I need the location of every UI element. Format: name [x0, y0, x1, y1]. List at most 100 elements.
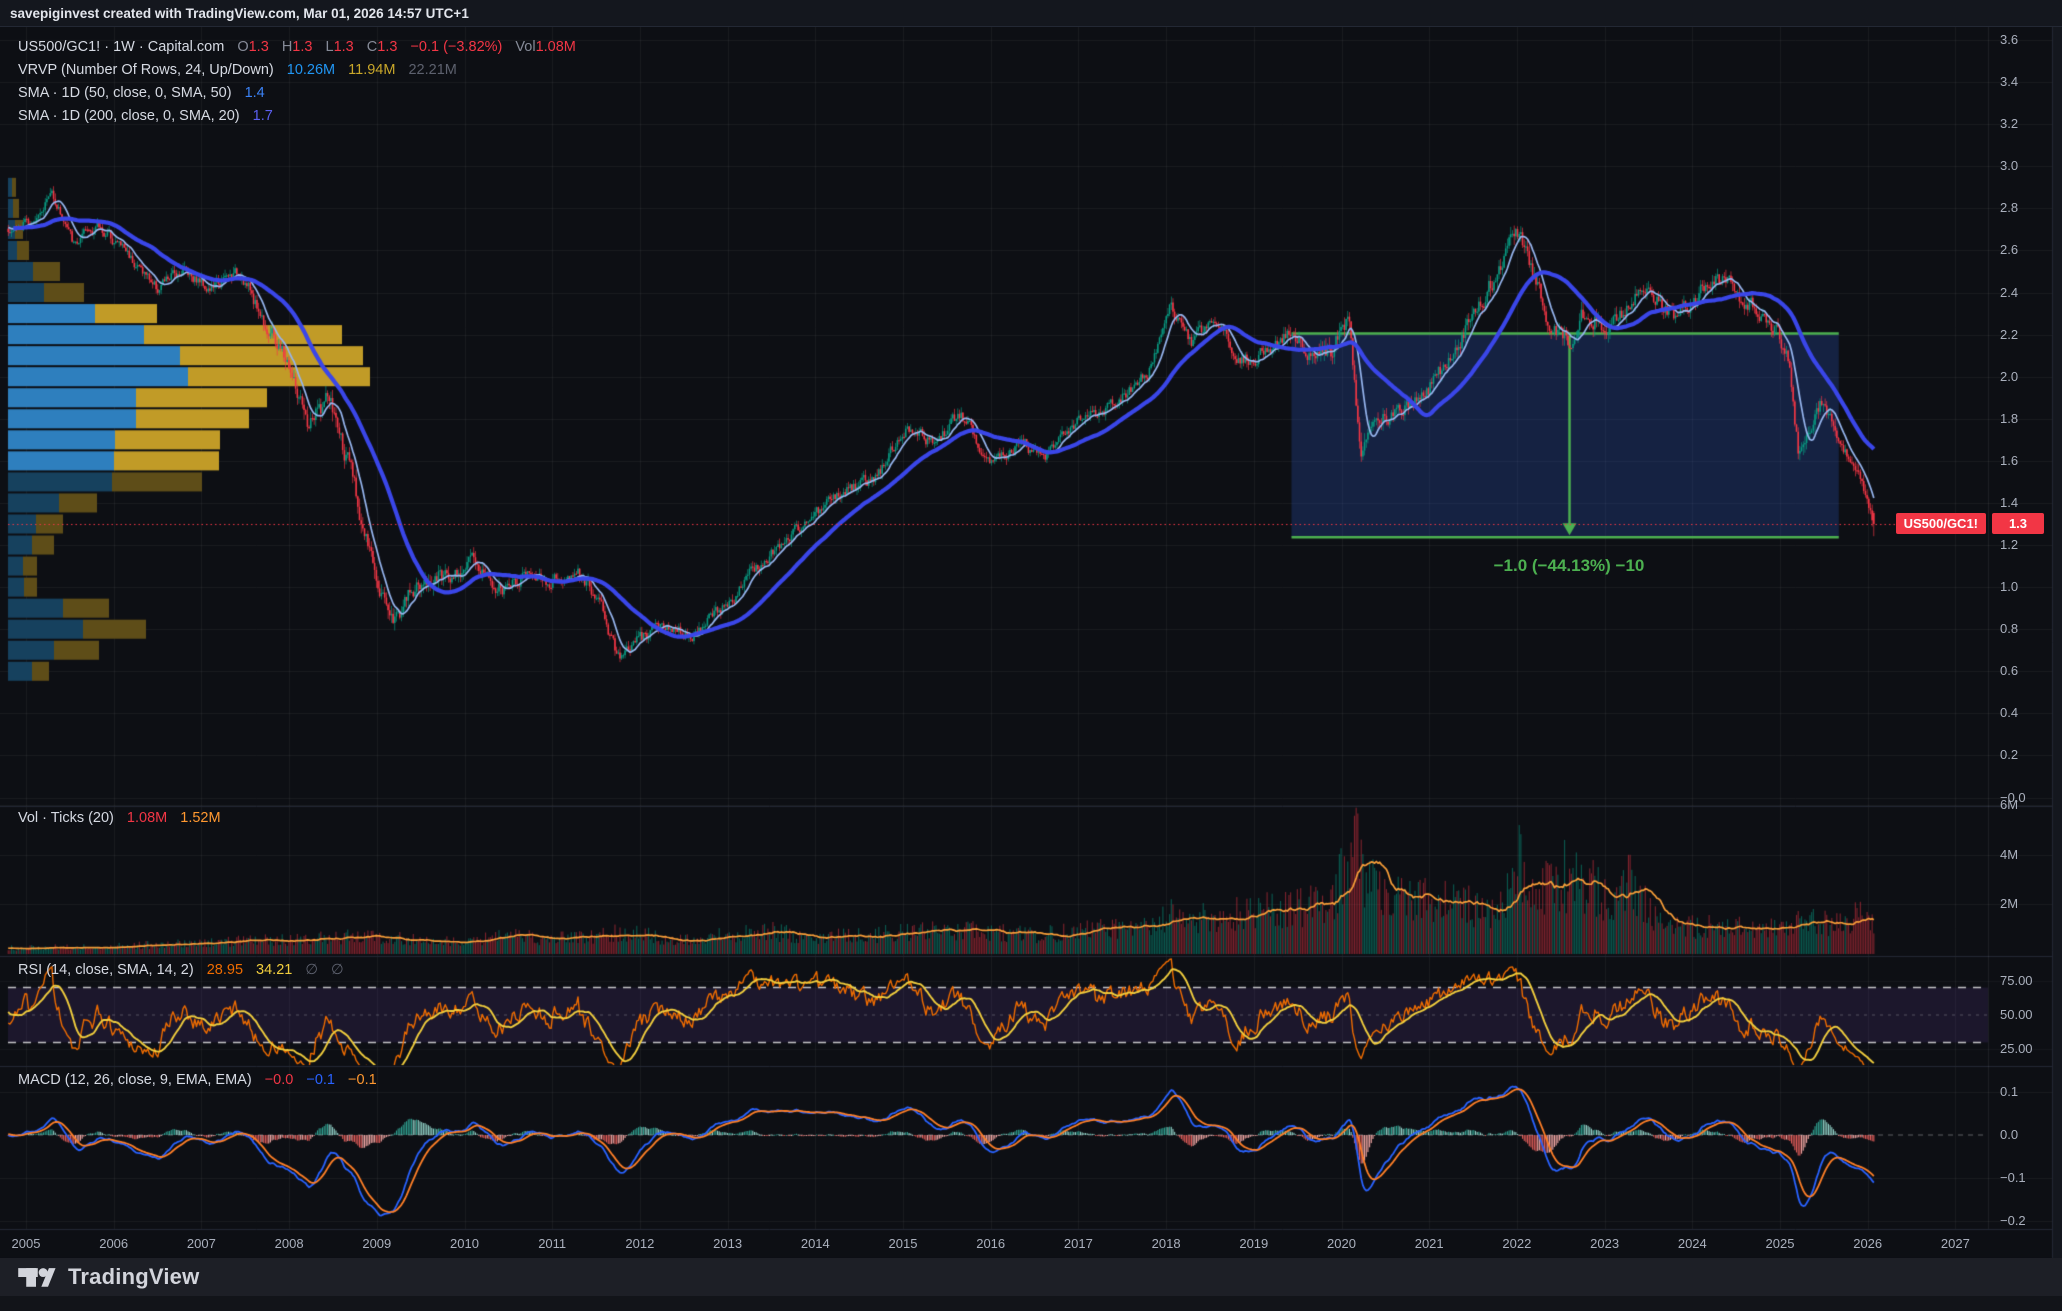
vrvp-legend-row[interactable]: VRVP (Number Of Rows, 24, Up/Down) 10.26…	[18, 59, 576, 82]
year-tick-label: 2017	[1063, 1236, 1093, 1251]
year-tick-label: 2023	[1590, 1236, 1620, 1251]
rsi-tick-label: 75.00	[2000, 972, 2033, 988]
price-tick-label: 2.8	[2000, 200, 2019, 216]
vrvp-label: VRVP (Number Of Rows, 24, Up/Down)	[18, 62, 274, 78]
year-tick-label: 2027	[1940, 1236, 1970, 1251]
macd-line-value: −0.1	[306, 1072, 335, 1088]
macd-tick-label: 0.1	[2000, 1084, 2019, 1099]
year-tick-label: 2012	[625, 1236, 655, 1251]
measurement-label[interactable]: −1.0 (−44.13%) −10	[1493, 556, 1645, 575]
high-label: H	[281, 39, 293, 55]
year-tick-label: 2014	[800, 1236, 830, 1251]
year-tick-label: 2022	[1502, 1236, 1532, 1251]
volume-legend-label: Vol · Ticks (20)	[18, 810, 114, 826]
year-tick-label: 2026	[1853, 1236, 1883, 1251]
year-tick-label: 2016	[976, 1236, 1006, 1251]
year-tick-label: 2009	[362, 1236, 392, 1251]
vol-label: Vol	[515, 39, 536, 55]
year-tick-label: 2025	[1765, 1236, 1795, 1251]
volume-legend-value: 1.08M	[126, 810, 168, 826]
footer-bottom-strip	[0, 1296, 2062, 1311]
low-value: 1.3	[333, 39, 354, 55]
macd-tick-label: 0.0	[2000, 1127, 2019, 1142]
year-tick-label: 2019	[1239, 1236, 1269, 1251]
year-tick-label: 2008	[274, 1236, 304, 1251]
macd-pane-legend[interactable]: MACD (12, 26, close, 9, EMA, EMA) −0.0 −…	[18, 1072, 377, 1088]
volume-tick-label: 4M	[2000, 846, 2019, 862]
price-tick-label: 0.2	[2000, 747, 2019, 763]
symbol-legend-row[interactable]: US500/GC1! · 1W · Capital.com O1.3 H1.3 …	[18, 36, 576, 59]
close-value: 1.3	[377, 39, 398, 55]
price-tick-label: 2.2	[2000, 326, 2019, 342]
sma200-value: 1.7	[252, 108, 273, 124]
price-tick-label: 1.8	[2000, 410, 2019, 426]
open-value: 1.3	[248, 39, 269, 55]
macd-legend-label: MACD (12, 26, close, 9, EMA, EMA)	[18, 1072, 252, 1088]
vrvp-up-value: 10.26M	[286, 62, 336, 78]
price-line-symbol-tag: US500/GC1!	[1895, 513, 1986, 534]
rsi-value: 28.95	[206, 962, 244, 978]
year-tick-label: 2006	[99, 1236, 129, 1251]
vrvp-total-value: 22.21M	[408, 62, 457, 78]
price-tick-label: 2.6	[2000, 242, 2019, 258]
rsi-legend-label: RSI (14, close, SMA, 14, 2)	[18, 962, 194, 978]
sma200-legend-row[interactable]: SMA · 1D (200, close, 0, SMA, 20) 1.7	[18, 105, 576, 128]
change-value: −0.1 (−3.82%)	[410, 39, 503, 55]
price-tick-label: 1.2	[2000, 537, 2019, 553]
volume-tick-label: 2M	[2000, 896, 2019, 912]
sma50-legend-row[interactable]: SMA · 1D (50, close, 0, SMA, 50) 1.4	[18, 82, 576, 105]
price-tick-label: 0.4	[2000, 705, 2019, 721]
rsi-pane-legend[interactable]: RSI (14, close, SMA, 14, 2) 28.95 34.21 …	[18, 962, 344, 978]
rsi-tick-label: 50.00	[2000, 1007, 2033, 1022]
main-pane-legend: US500/GC1! · 1W · Capital.com O1.3 H1.3 …	[18, 36, 576, 128]
price-tick-label: 3.2	[2000, 116, 2019, 132]
price-tick-label: 1.6	[2000, 452, 2019, 468]
low-label: L	[325, 39, 334, 55]
year-tick-label: 2024	[1677, 1236, 1707, 1251]
price-line-value-tag: 1.3	[1992, 513, 2044, 534]
macd-hist-value: −0.0	[264, 1072, 294, 1088]
year-tick-label: 2007	[186, 1236, 216, 1251]
year-tick-label: 2011	[538, 1236, 567, 1251]
year-tick-label: 2021	[1414, 1236, 1444, 1251]
vrvp-down-value: 11.94M	[348, 62, 396, 78]
tradingview-brand-text[interactable]: TradingView	[68, 1264, 200, 1289]
year-tick-label: 2005	[11, 1236, 41, 1251]
vol-value: 1.08M	[535, 39, 576, 55]
price-tick-label: 2.4	[2000, 284, 2019, 300]
price-tick-label: 3.4	[2000, 74, 2019, 90]
price-tick-label: 3.6	[2000, 32, 2019, 48]
price-tick-label: 0.6	[2000, 663, 2019, 679]
macd-tick-label: −0.1	[2000, 1170, 2026, 1185]
price-tick-label: 1.0	[2000, 579, 2019, 595]
rsi-tick-label: 25.00	[2000, 1041, 2033, 1057]
volume-ma-value: 1.52M	[180, 810, 221, 826]
price-tick-label: 2.0	[2000, 368, 2019, 384]
year-tick-label: 2015	[888, 1236, 918, 1251]
footer-bar: TradingView	[0, 1258, 2062, 1296]
sma50-value: 1.4	[244, 85, 265, 101]
rsi-ma-value: 34.21	[256, 962, 293, 978]
rsi-empty-1: ∅	[305, 962, 319, 978]
sma50-label: SMA · 1D (50, close, 0, SMA, 50)	[18, 85, 232, 101]
snapshot-credit-text: savepiginvest created with TradingView.c…	[10, 6, 469, 21]
volume-tick-label: 6M	[2000, 797, 2019, 813]
price-tick-label: 0.8	[2000, 621, 2019, 637]
snapshot-credit-bar: savepiginvest created with TradingView.c…	[0, 0, 2062, 27]
rsi-empty-2: ∅	[331, 962, 344, 978]
sma200-label: SMA · 1D (200, close, 0, SMA, 20)	[18, 108, 240, 124]
symbol-title: US500/GC1! · 1W · Capital.com	[18, 39, 225, 55]
year-tick-label: 2013	[713, 1236, 743, 1251]
price-tick-label: 3.0	[2000, 158, 2019, 174]
price-tick-label: −0.0	[2000, 789, 2026, 805]
tradingview-logo-icon[interactable]	[16, 1261, 56, 1293]
volume-pane-legend[interactable]: Vol · Ticks (20) 1.08M 1.52M	[18, 810, 221, 826]
close-label: C	[366, 39, 378, 55]
price-tick-label: 1.4	[2000, 494, 2019, 510]
high-value: 1.3	[292, 39, 313, 55]
year-tick-label: 2020	[1327, 1236, 1356, 1251]
macd-tick-label: −0.2	[2000, 1213, 2026, 1228]
year-tick-label: 2010	[450, 1236, 479, 1251]
